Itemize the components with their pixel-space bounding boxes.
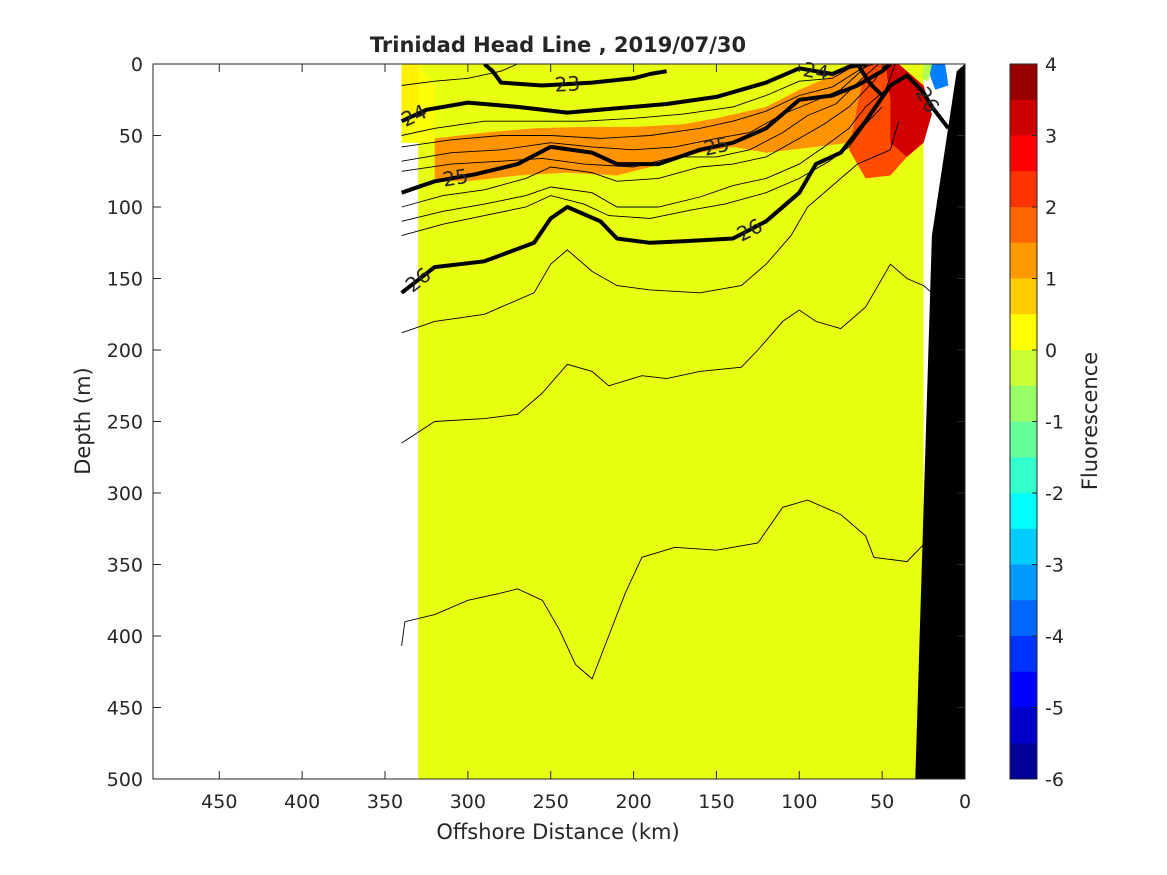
y-tick-label: 50 bbox=[119, 126, 143, 148]
colorbar-segment bbox=[1010, 135, 1037, 172]
contour-label: 24 bbox=[801, 57, 830, 85]
x-axis-label: Offshore Distance (km) bbox=[436, 820, 679, 844]
y-tick-label: 250 bbox=[107, 412, 143, 434]
y-axis-label: Depth (m) bbox=[71, 367, 95, 474]
colorbar-segment bbox=[1010, 600, 1037, 637]
colorbar-segment bbox=[1010, 278, 1037, 315]
colorbar-segment bbox=[1010, 493, 1037, 530]
fluorescence-patch bbox=[921, 64, 932, 82]
y-tick-label: 400 bbox=[107, 626, 143, 648]
x-tick-label: 300 bbox=[450, 791, 486, 813]
density-contours bbox=[400, 64, 965, 680]
contour-label-text: 23 bbox=[554, 71, 581, 96]
contour-label-text: 25 bbox=[701, 132, 731, 161]
colorbar-segment bbox=[1010, 385, 1037, 422]
colorbar-label: Fluorescence bbox=[1078, 352, 1102, 490]
fluorescence-patch bbox=[401, 64, 419, 115]
x-tick-label: 200 bbox=[615, 791, 651, 813]
plot-area bbox=[400, 64, 965, 779]
contour-label-text: 24 bbox=[801, 57, 830, 85]
thin-contour-line bbox=[401, 64, 875, 162]
thin-contour-line bbox=[401, 263, 933, 444]
colorbar-segment bbox=[1010, 350, 1037, 387]
x-tick-label: 450 bbox=[201, 791, 237, 813]
x-tick-label: 100 bbox=[781, 791, 817, 813]
colorbar-tick-label: -2 bbox=[1045, 483, 1064, 505]
bathymetry bbox=[915, 64, 965, 779]
y-tick-label: 300 bbox=[107, 483, 143, 505]
x-tick-label: 50 bbox=[870, 791, 894, 813]
x-tick-label: 250 bbox=[533, 791, 569, 813]
bathymetry-shape bbox=[915, 64, 965, 779]
y-axis: 0 50 100 150 200 250 300 350 400 450 500 bbox=[107, 54, 965, 791]
colorbar-segment bbox=[1010, 743, 1037, 780]
bold-contour-23 bbox=[483, 64, 668, 88]
bold-contour-26 bbox=[400, 73, 950, 295]
colorbar-segment bbox=[1010, 457, 1037, 494]
thin-contour-line bbox=[401, 64, 880, 172]
colorbar-tick-label: -4 bbox=[1045, 626, 1064, 648]
colorbar-segment bbox=[1010, 314, 1037, 351]
contour-label: 23 bbox=[554, 71, 581, 96]
x-tick-label: 350 bbox=[367, 791, 403, 813]
colorbar-tick-label: -6 bbox=[1045, 769, 1064, 791]
colorbar-segment bbox=[1010, 671, 1037, 708]
colorbar-tick-label: 3 bbox=[1045, 126, 1057, 148]
x-tick-label: 400 bbox=[284, 791, 320, 813]
colorbar-tick-label: -1 bbox=[1045, 412, 1064, 434]
y-tick-label: 100 bbox=[107, 197, 143, 219]
colorbar-segment bbox=[1010, 207, 1037, 244]
colorbar-segment bbox=[1010, 171, 1037, 208]
thin-contour-line bbox=[401, 64, 870, 148]
colorbar-tick-label: 1 bbox=[1045, 269, 1057, 291]
colorbar-tick-label: 4 bbox=[1045, 54, 1057, 76]
colorbar-segment bbox=[1010, 64, 1037, 101]
y-tick-label: 0 bbox=[131, 54, 143, 76]
x-axis: 450 400 350 300 250 200 150 100 50 0 bbox=[201, 64, 971, 813]
x-tick-label: 0 bbox=[959, 791, 971, 813]
colorbar-segment bbox=[1010, 99, 1037, 136]
colorbar: 4 3 2 1 0 -1 -2 -3 -4 -5 -6 bbox=[1009, 54, 1064, 791]
thin-contour-line bbox=[401, 64, 858, 136]
contour-label-text: 25 bbox=[441, 164, 470, 192]
bold-contour-25 bbox=[400, 64, 892, 195]
colorbar-segment bbox=[1010, 636, 1037, 673]
fluorescence-base bbox=[418, 64, 924, 779]
colorbar-tick-label: 0 bbox=[1045, 340, 1057, 362]
y-tick-label: 500 bbox=[107, 769, 143, 791]
colorbar-segment bbox=[1010, 528, 1037, 565]
fluorescence-patch bbox=[928, 64, 949, 90]
x-tick-label: 150 bbox=[698, 791, 734, 813]
colorbar-segment bbox=[1010, 421, 1037, 458]
bold-contour-24 bbox=[400, 64, 866, 124]
thin-contour-line bbox=[401, 64, 896, 222]
colorbar-tick-label: 2 bbox=[1045, 197, 1057, 219]
chart-title: Trinidad Head Line , 2019/07/30 bbox=[370, 33, 746, 57]
contour-label: 25 bbox=[701, 132, 731, 161]
y-tick-label: 450 bbox=[107, 698, 143, 720]
colorbar-tick-label: -3 bbox=[1045, 555, 1064, 577]
y-tick-label: 200 bbox=[107, 340, 143, 362]
colorbar-segment bbox=[1010, 564, 1037, 601]
colorbar-tick-label: -5 bbox=[1045, 698, 1064, 720]
thin-contour-line bbox=[401, 64, 518, 86]
bold-contour-24 bbox=[855, 64, 884, 97]
thin-contour-line bbox=[401, 121, 900, 334]
colorbar-segment bbox=[1010, 707, 1037, 744]
y-tick-label: 150 bbox=[107, 269, 143, 291]
colorbar-segment bbox=[1010, 242, 1037, 279]
y-tick-label: 350 bbox=[107, 555, 143, 577]
thin-contour-line bbox=[401, 64, 886, 208]
contour-label: 25 bbox=[441, 164, 470, 192]
